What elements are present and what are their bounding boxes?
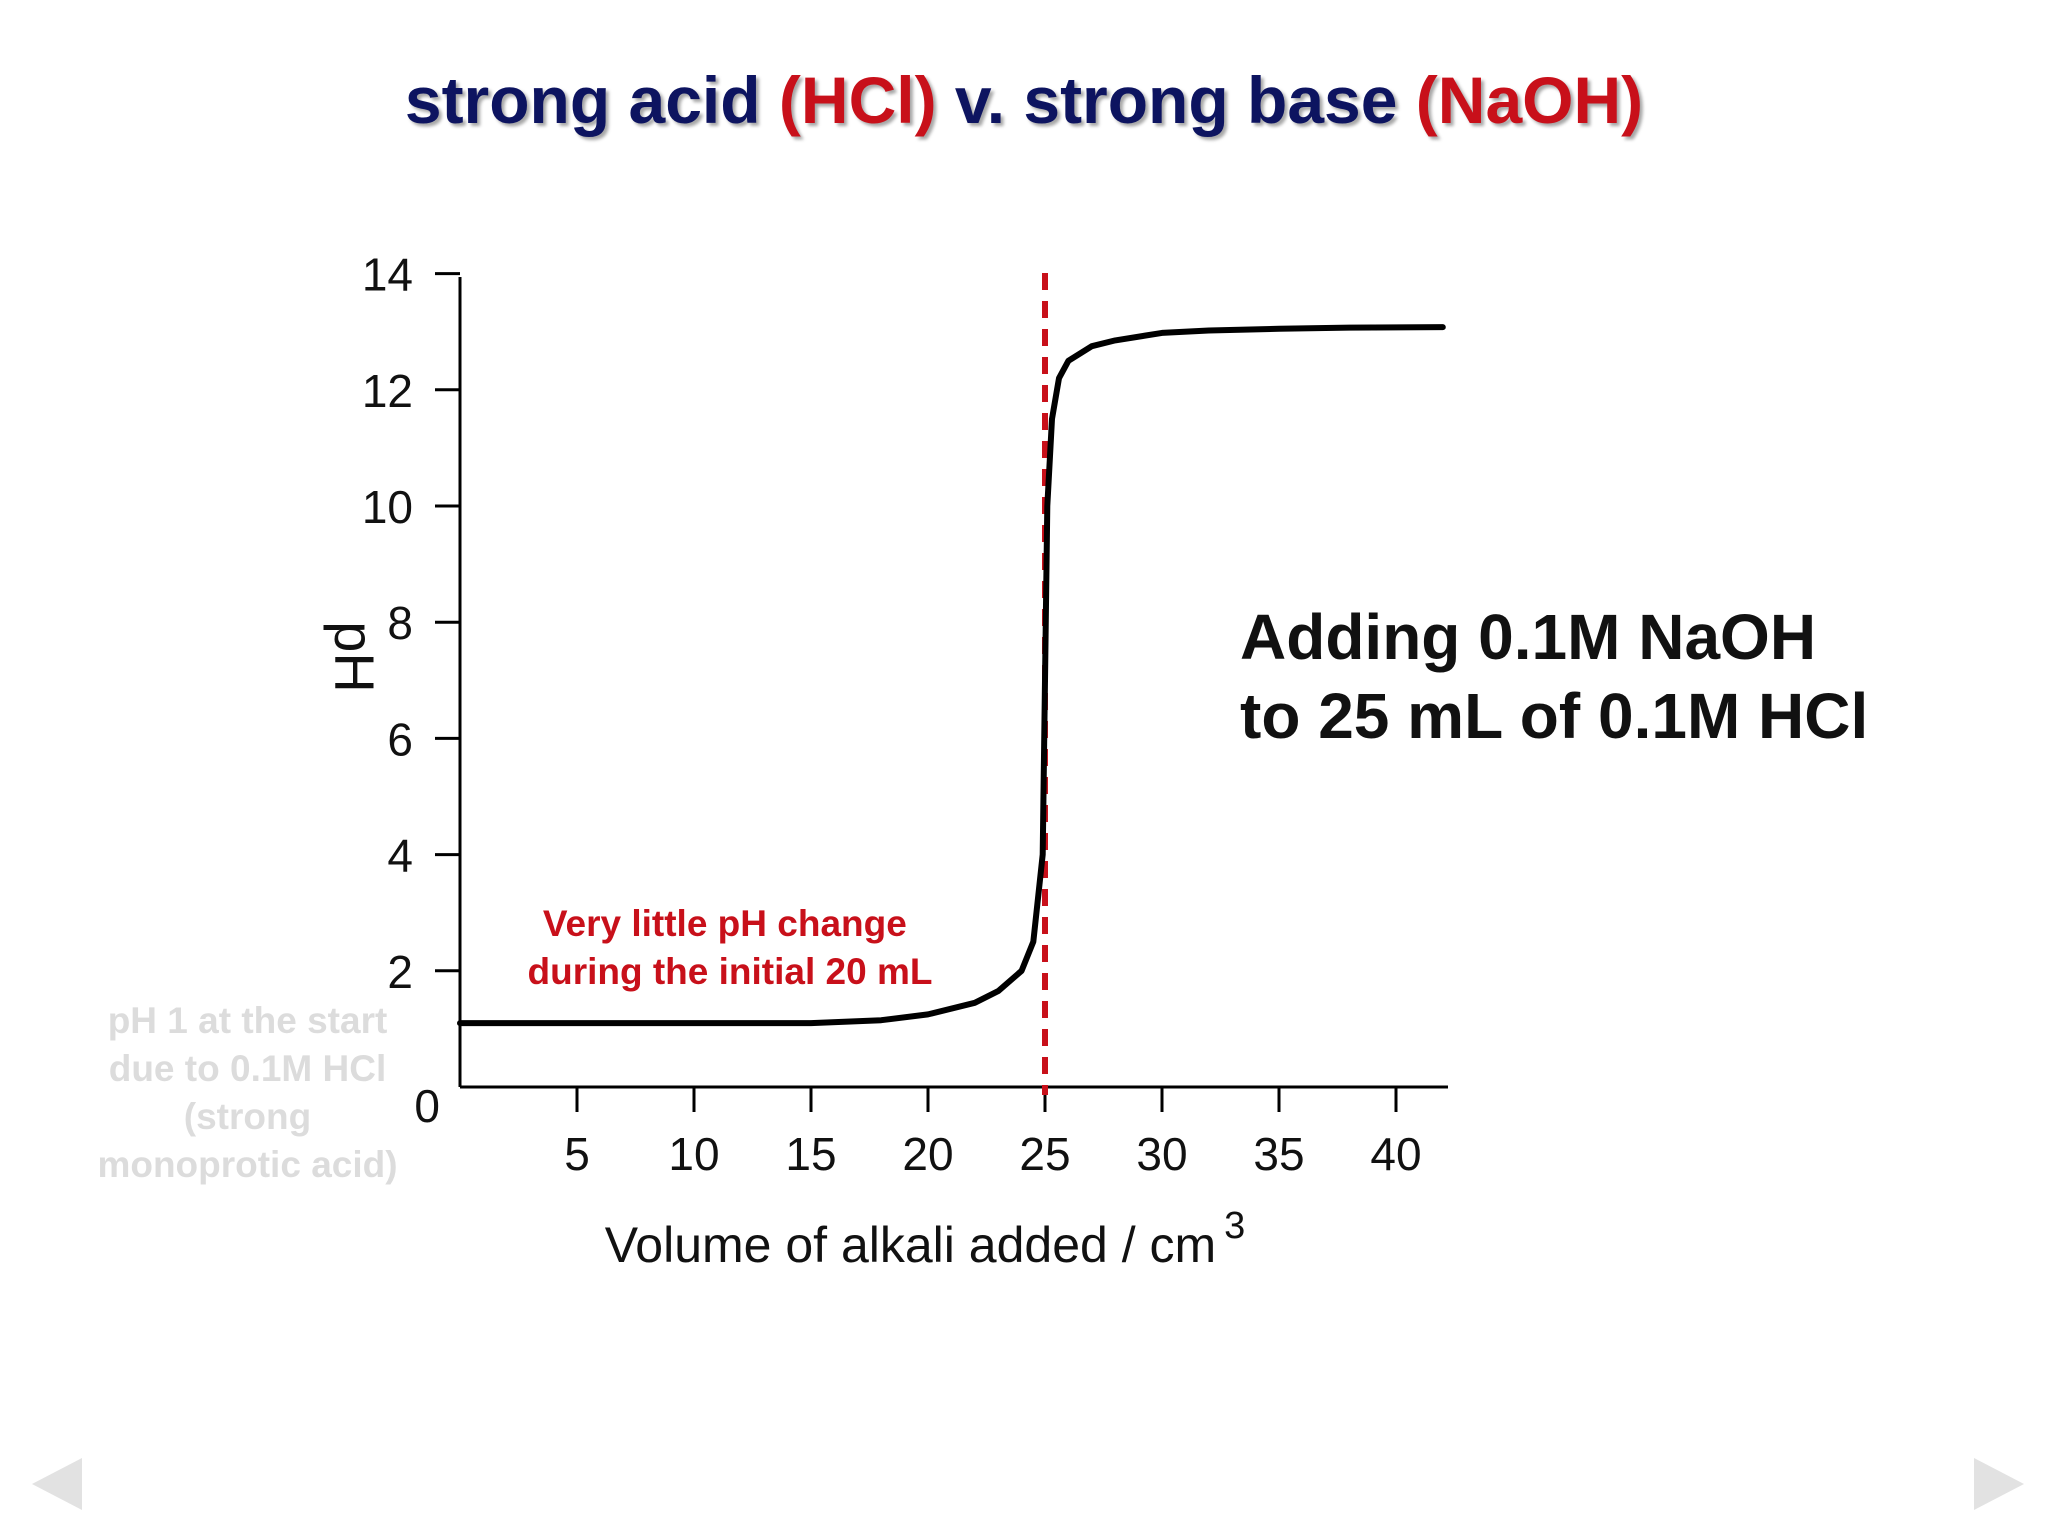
x-tick-label: 40 (1370, 1128, 1421, 1180)
side-note: Adding 0.1M NaOH to 25 mL of 0.1M HCl (1240, 598, 1868, 756)
start-note-line-2: due to 0.1M HCl (108, 1048, 387, 1089)
x-axis-label: Volume of alkali added / cm 3 (605, 1205, 1246, 1273)
title-part-4: (NaOH) (1415, 63, 1644, 137)
x-axis-label-superscript: 3 (1224, 1205, 1245, 1247)
chart-axes (458, 277, 1448, 1089)
y-tick-label: 6 (387, 713, 413, 765)
y-ticks: 0 2 4 6 8 10 12 14 (362, 249, 460, 1132)
annotation-line-2: during the initial 20 mL (528, 951, 933, 992)
annotation-line-1: Very little pH change (543, 903, 907, 944)
x-tick-label: 20 (902, 1128, 953, 1180)
x-tick-label: 10 (668, 1128, 719, 1180)
titration-curve (457, 324, 1446, 1027)
y-tick-label: 0 (414, 1080, 440, 1132)
y-tick-label: 4 (387, 830, 413, 882)
x-axis-label-text: Volume of alkali added / cm (605, 1217, 1216, 1273)
title-part-3: v. strong base (936, 63, 1416, 137)
x-tick-label: 15 (785, 1128, 836, 1180)
start-note-line-4: monoprotic acid) (97, 1144, 398, 1185)
x-tick-label: 30 (1136, 1128, 1187, 1180)
x-ticks: 5 10 15 20 25 30 35 40 (564, 1087, 1422, 1180)
side-note-line-2: to 25 mL of 0.1M HCl (1240, 680, 1869, 752)
title-part-1: strong acid (404, 63, 779, 137)
start-note: pH 1 at the start due to 0.1M HCl (stron… (60, 997, 435, 1189)
start-note-line-3: (strong (183, 1096, 312, 1137)
x-tick-label: 25 (1019, 1128, 1070, 1180)
start-note-line-1: pH 1 at the start (107, 1000, 388, 1041)
title-part-2: (HCl) (778, 63, 937, 137)
y-tick-label: 12 (362, 365, 413, 417)
y-tick-label: 10 (362, 481, 413, 533)
y-axis-label: pH (323, 621, 386, 693)
slide-title: strong acid (HCl) v. strong base (NaOH) (0, 62, 2048, 138)
y-tick-label: 14 (362, 249, 413, 301)
triangle-right-icon[interactable] (1974, 1458, 2024, 1510)
x-tick-label: 35 (1253, 1128, 1304, 1180)
y-tick-label: 2 (387, 946, 413, 998)
x-tick-label: 5 (564, 1128, 590, 1180)
y-tick-label: 8 (387, 597, 413, 649)
chart-annotation: Very little pH change during the initial… (528, 903, 933, 992)
triangle-left-icon[interactable] (32, 1458, 82, 1510)
side-note-line-1: Adding 0.1M NaOH (1240, 601, 1817, 673)
